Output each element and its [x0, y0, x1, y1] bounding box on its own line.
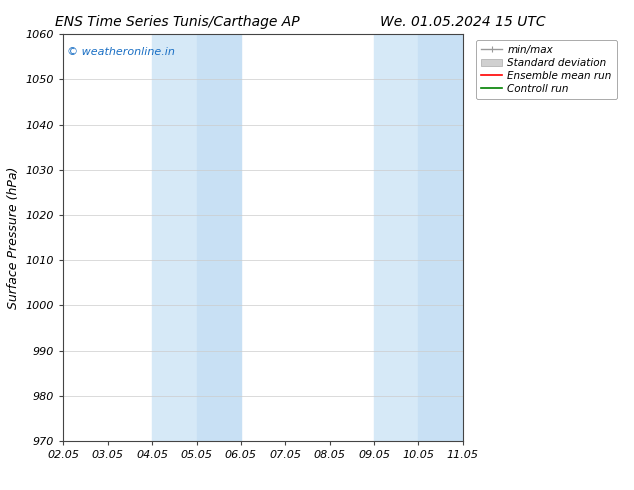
- Y-axis label: Surface Pressure (hPa): Surface Pressure (hPa): [8, 167, 20, 309]
- Bar: [418, 34, 463, 441]
- Bar: [197, 34, 241, 441]
- Text: ENS Time Series Tunis/Carthage AP: ENS Time Series Tunis/Carthage AP: [55, 15, 300, 29]
- Bar: [374, 34, 418, 441]
- Bar: [152, 34, 197, 441]
- Text: © weatheronline.in: © weatheronline.in: [67, 47, 175, 56]
- Text: We. 01.05.2024 15 UTC: We. 01.05.2024 15 UTC: [380, 15, 546, 29]
- Legend: min/max, Standard deviation, Ensemble mean run, Controll run: min/max, Standard deviation, Ensemble me…: [476, 40, 617, 99]
